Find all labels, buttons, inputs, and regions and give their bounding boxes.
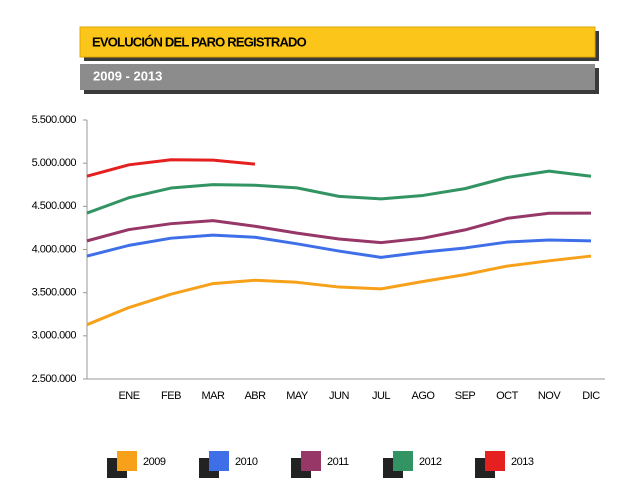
chart-subtitle: 2009 - 2013 <box>93 68 162 83</box>
x-tick-label: ABR <box>244 390 266 402</box>
x-tick-label: NOV <box>538 390 562 402</box>
title-bar <box>79 26 596 58</box>
x-tick-label: ENE <box>118 390 139 402</box>
y-tick-label: 5.000.000 <box>32 157 77 169</box>
legend-swatch <box>485 451 505 471</box>
legend-swatch <box>301 451 321 471</box>
x-tick-label: JUN <box>329 390 349 402</box>
legend-swatch <box>393 451 413 471</box>
x-tick-label: DIC <box>582 390 600 402</box>
y-tick-label: 3.500.000 <box>32 287 77 299</box>
series-line <box>86 169 592 215</box>
legend-swatch <box>117 451 137 471</box>
x-tick-label: OCT <box>496 390 519 402</box>
x-tick-label: MAR <box>202 390 226 402</box>
y-tick-label: 5.500.000 <box>32 114 77 126</box>
legend-label: 2011 <box>327 456 349 468</box>
legend-label: 2013 <box>511 456 534 468</box>
series-line <box>86 233 592 259</box>
x-tick-label: SEP <box>455 390 476 402</box>
chart-title: EVOLUCIÓN DEL PARO REGISTRADO <box>92 34 307 49</box>
series-line <box>86 254 592 327</box>
y-tick-label: 2.500.000 <box>32 373 77 385</box>
legend-label: 2012 <box>419 456 442 468</box>
series-line <box>86 211 592 245</box>
legend-label: 2009 <box>143 456 166 468</box>
series-line <box>86 158 256 178</box>
y-tick-label: 4.000.000 <box>32 243 77 255</box>
x-tick-label: MAY <box>286 390 309 402</box>
x-tick-label: JUL <box>372 390 390 402</box>
legend-label: 2010 <box>235 456 258 468</box>
subtitle-bar <box>80 64 595 90</box>
x-tick-label: AGO <box>412 390 436 402</box>
legend-swatch <box>209 451 229 471</box>
y-tick-label: 3.000.000 <box>32 330 77 342</box>
y-tick-label: 4.500.000 <box>32 200 77 212</box>
x-tick-label: FEB <box>161 390 181 402</box>
